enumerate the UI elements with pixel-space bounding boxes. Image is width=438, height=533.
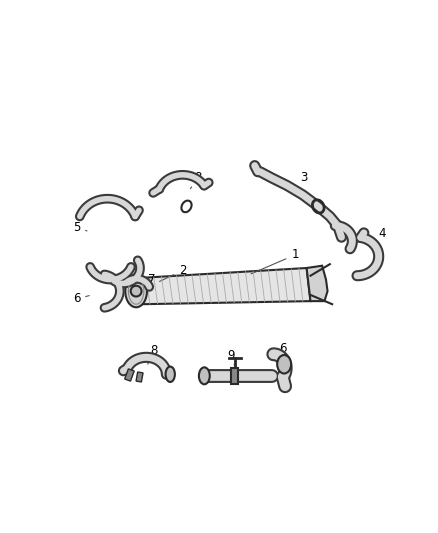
Text: 2: 2 [159,264,187,281]
Text: 8: 8 [148,344,158,364]
Text: 7: 7 [144,273,155,286]
Polygon shape [138,268,311,304]
Ellipse shape [125,275,147,308]
Ellipse shape [199,367,210,384]
Bar [136,372,143,382]
Bar [231,368,238,384]
Text: 6: 6 [73,292,89,305]
Text: 8: 8 [191,172,202,189]
Text: 1: 1 [251,248,299,274]
Ellipse shape [131,286,141,296]
Text: 3: 3 [300,172,308,191]
Text: 9: 9 [228,349,235,366]
Text: 6: 6 [272,342,287,358]
Text: 5: 5 [73,221,87,233]
Polygon shape [307,265,328,301]
Ellipse shape [166,367,175,382]
Ellipse shape [277,355,291,374]
Bar [125,369,134,381]
Text: 4: 4 [377,227,385,252]
